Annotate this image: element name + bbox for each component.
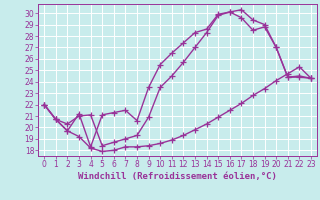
X-axis label: Windchill (Refroidissement éolien,°C): Windchill (Refroidissement éolien,°C): [78, 172, 277, 181]
